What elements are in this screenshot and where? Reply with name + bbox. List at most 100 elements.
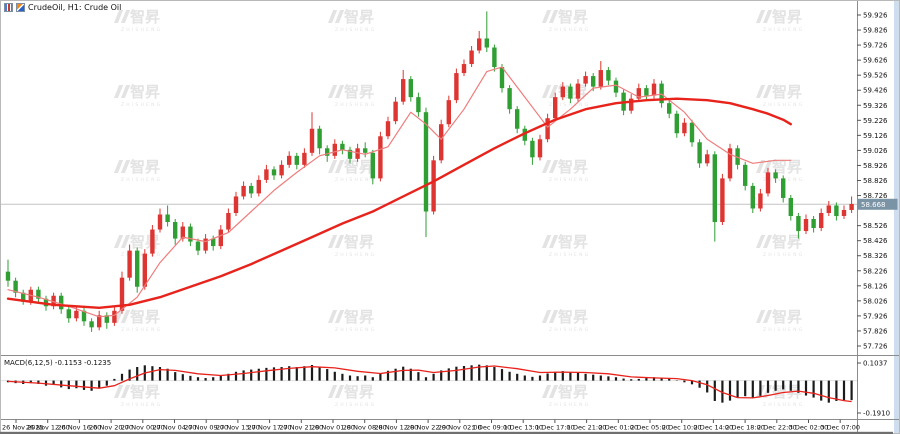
candle-body [317, 128, 322, 149]
svg-text:ZHISHENG: ZHISHENG [763, 252, 804, 258]
price-tick-label: 58.826 [863, 177, 888, 185]
candle-body [674, 113, 679, 134]
candle-body [74, 310, 79, 319]
candle-body [271, 169, 277, 176]
candle-body [727, 148, 733, 179]
candle-body [43, 298, 49, 307]
candle-body [325, 148, 330, 156]
time-tick-label: 26 Nov 20:00 [89, 424, 133, 432]
svg-text:智昇: 智昇 [344, 233, 374, 251]
candle-body [355, 148, 360, 159]
time-tick-label: 2 Dec 22:00 [757, 424, 797, 432]
svg-text:ZHISHENG: ZHISHENG [549, 102, 590, 108]
svg-text:ZHISHENG: ZHISHENG [335, 402, 376, 408]
candle-body [834, 205, 839, 217]
candle-body [378, 136, 383, 179]
svg-text:智昇: 智昇 [558, 308, 588, 326]
svg-text:智昇: 智昇 [130, 233, 160, 251]
svg-text:ZHISHENG: ZHISHENG [121, 102, 162, 108]
price-tick-label: 58.426 [863, 237, 888, 245]
svg-text:ZHISHENG: ZHISHENG [121, 327, 162, 333]
macd-tick-label: -0.1910 [863, 410, 890, 418]
candle-body [454, 73, 459, 101]
ma-fast-line [7, 66, 792, 318]
svg-text:智昇: 智昇 [344, 308, 374, 326]
svg-text:ZHISHENG: ZHISHENG [549, 252, 590, 258]
macd-signal-line [7, 365, 852, 403]
candle-body [530, 140, 535, 158]
candle-body [515, 109, 520, 129]
time-tick-label: 27 Nov 17:00 [248, 424, 292, 432]
svg-text:ZHISHENG: ZHISHENG [121, 177, 162, 183]
svg-text:智昇: 智昇 [130, 8, 160, 26]
candle-body [233, 196, 239, 213]
candle-body [127, 250, 132, 278]
price-tick-label: 58.926 [863, 162, 888, 170]
price-tick-label: 59.526 [863, 72, 888, 80]
time-tick-label: 1 Dec 13:00 [503, 424, 543, 432]
candle-body [849, 203, 854, 210]
candle-body [629, 98, 634, 111]
candle-body [157, 214, 163, 230]
candle-body [150, 229, 155, 254]
candle-body [287, 155, 292, 165]
price-tick-label: 58.226 [863, 267, 888, 275]
price-tick-label: 59.726 [863, 42, 888, 50]
candle-body [720, 178, 725, 223]
svg-text:智昇: 智昇 [558, 158, 588, 176]
candle-body [401, 79, 406, 102]
candle-body [13, 280, 18, 293]
time-tick-label: 2 Dec 10:00 [662, 424, 702, 432]
candle-body [499, 67, 505, 89]
svg-text:ZHISHENG: ZHISHENG [335, 252, 376, 258]
window-edge-strip [894, 0, 900, 434]
bar-chart-icon [4, 3, 13, 12]
svg-text:智昇: 智昇 [130, 308, 160, 326]
candle-body [765, 172, 771, 194]
time-tick-label: 26 Nov 12:00 [26, 424, 70, 432]
watermark-layer: 智昇ZHISHENG智昇ZHISHENG智昇ZHISHENG智昇ZHISHENG… [113, 8, 804, 408]
candle-body [431, 160, 436, 212]
price-tick-label: 59.326 [863, 102, 888, 110]
svg-text:智昇: 智昇 [130, 83, 160, 101]
svg-text:智昇: 智昇 [772, 308, 802, 326]
svg-text:ZHISHENG: ZHISHENG [763, 402, 804, 408]
candle-body [667, 103, 672, 114]
time-tick-label: 27 Nov 09:00 [184, 424, 228, 432]
candle-body [697, 142, 702, 164]
current-price-tag: 58.668 [857, 198, 898, 210]
candle-body [81, 310, 87, 322]
candle-body [477, 38, 482, 51]
price-tick-label: 59.426 [863, 87, 888, 95]
candle-body [705, 154, 710, 164]
candle-body [712, 154, 717, 223]
candle-body [135, 250, 140, 287]
svg-text:智昇: 智昇 [344, 8, 374, 26]
window-bottom-border [0, 431, 893, 434]
macd-label-text: MACD(6,12,5) -0.1153 -0.1235 [4, 359, 112, 367]
time-tick-label: 3 Dec 07:00 [820, 424, 860, 432]
candle-body [226, 212, 231, 230]
chart-title: CrudeOil, H1: Crude Oil [4, 3, 121, 12]
candle-body [484, 38, 489, 48]
price-tick-label: 58.126 [863, 282, 888, 290]
time-tick-label: 2 Dec 05:00 [630, 424, 670, 432]
price-tick-label: 57.826 [863, 327, 888, 335]
time-tick-label: 1 Dec 21:00 [567, 424, 607, 432]
ma-slow-line [6, 97, 792, 309]
svg-text:ZHISHENG: ZHISHENG [335, 327, 376, 333]
candle-body [750, 185, 755, 209]
candle-body [507, 88, 512, 110]
